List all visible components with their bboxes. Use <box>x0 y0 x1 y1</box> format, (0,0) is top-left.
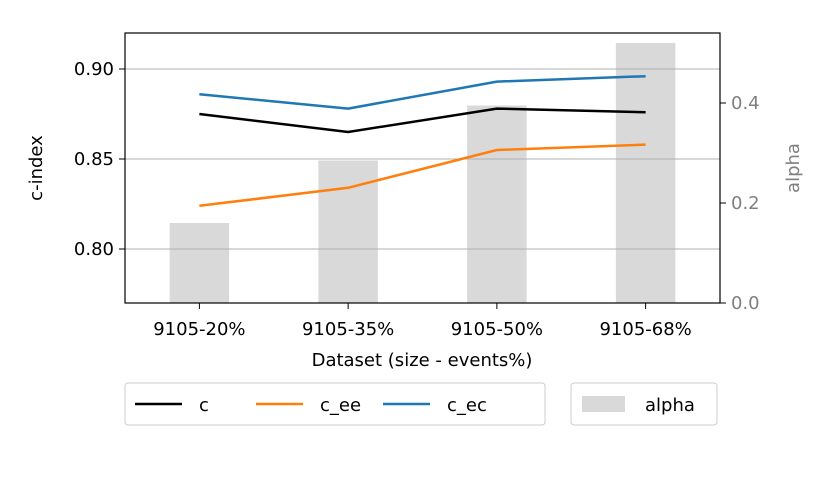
legend-alpha: alpha <box>570 382 718 426</box>
y-tick-label: 0.80 <box>74 239 114 260</box>
x-axis-label: Dataset (size - events%) <box>312 350 533 371</box>
y-tick-label: 0.90 <box>74 59 114 80</box>
gridlines <box>125 68 720 250</box>
alpha-bars <box>169 43 676 303</box>
alpha-bar <box>318 160 378 303</box>
x-axis: 9105-20% 9105-35% 9105-50% 9105-68% <box>153 303 692 340</box>
alpha-bar <box>169 223 230 303</box>
plot-frame <box>124 32 721 304</box>
legend-lines-box <box>124 382 546 426</box>
legend-label-c_ec: c_ec <box>447 395 487 416</box>
x-tick-label: 9105-50% <box>451 319 543 340</box>
alpha-bar <box>467 105 527 303</box>
legend-label-c_ee: c_ee <box>320 395 361 416</box>
y-axis-left: 0.80 0.85 0.90 <box>74 59 125 260</box>
legend-alpha-box <box>570 382 718 426</box>
legend-label-alpha: alpha <box>645 395 695 416</box>
legend-label-c: c <box>199 395 209 416</box>
alpha-bar <box>615 43 676 303</box>
y-tick-label: 0.85 <box>74 149 114 170</box>
x-tick-label: 9105-35% <box>302 319 394 340</box>
x-tick-label: 9105-20% <box>153 319 245 340</box>
x-tick-label: 9105-68% <box>599 319 691 340</box>
series-line-c_ec <box>199 74 646 110</box>
y2-tick-label: 0.4 <box>731 93 760 114</box>
series-lines <box>199 74 646 208</box>
series-line-c <box>199 107 646 134</box>
y-axis-label: c-index <box>26 135 47 201</box>
y2-tick-label: 0.0 <box>731 293 760 314</box>
legend-lines: c c_ee c_ec <box>124 382 546 426</box>
y2-axis-label: alpha <box>783 143 804 193</box>
series-line-c_ee <box>199 143 646 208</box>
y2-tick-label: 0.2 <box>731 193 760 214</box>
legend-swatch-alpha <box>582 396 625 412</box>
y-axis-right: 0.0 0.2 0.4 <box>720 93 760 314</box>
